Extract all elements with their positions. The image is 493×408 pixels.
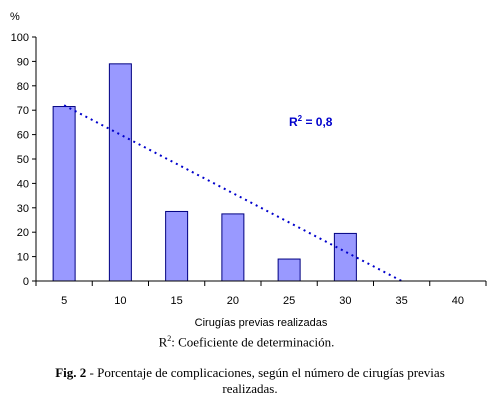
figure-caption-text: - Porcentaje de complicaciones, según el… <box>86 365 445 396</box>
y-tick-label: 50 <box>17 154 29 166</box>
r2-note-text: : Coeficiente de determinación. <box>171 334 335 350</box>
x-tick-label: 35 <box>396 295 408 307</box>
r2-note-sup: 2 <box>167 334 172 343</box>
r2-note: R2: Coeficiente de determinación. <box>0 334 493 350</box>
y-tick-label: 60 <box>17 130 29 142</box>
r2-label-main: R <box>289 115 298 129</box>
bar <box>277 258 301 282</box>
bar <box>221 213 245 282</box>
x-tick-label: 30 <box>339 295 351 307</box>
y-axis-label: % <box>10 11 20 23</box>
figure-caption-label: Fig. 2 <box>55 365 87 380</box>
y-tick-label: 40 <box>17 178 29 190</box>
x-axis-label: Cirugías previas realizadas <box>195 317 328 329</box>
r2-label-sup: 2 <box>298 114 303 123</box>
y-axis-ticks: 0 10 20 30 40 50 60 70 80 90 100 <box>11 32 36 288</box>
bar <box>108 63 132 282</box>
y-tick-label: 90 <box>17 56 29 68</box>
y-tick-label: 70 <box>17 105 29 117</box>
bar <box>165 210 189 282</box>
x-tick-label: 15 <box>171 295 183 307</box>
x-tick-label: 25 <box>283 295 295 307</box>
x-axis-ticks: 5 10 15 20 25 30 35 40 <box>35 281 487 307</box>
x-tick-label: 5 <box>61 295 67 307</box>
r2-label: R2 = 0,8 <box>289 114 333 129</box>
figure-caption: Fig. 2 - Porcentaje de complicaciones, s… <box>30 365 470 397</box>
x-tick-label: 10 <box>114 295 126 307</box>
y-tick-label: 0 <box>23 276 29 288</box>
r2-label-rest: = 0,8 <box>302 115 333 129</box>
bar <box>52 106 76 282</box>
x-tick-label: 20 <box>227 295 239 307</box>
y-tick-label: 20 <box>17 227 29 239</box>
y-tick-label: 30 <box>17 203 29 215</box>
bar <box>333 232 357 282</box>
y-tick-label: 100 <box>11 32 29 44</box>
y-tick-label: 80 <box>17 81 29 93</box>
y-tick-label: 10 <box>17 252 29 264</box>
x-tick-label: 40 <box>452 295 464 307</box>
chart: 0 10 20 30 40 50 60 70 80 90 100 5 10 15 20 25 30 35 40 %… <box>10 11 487 329</box>
r2-note-prefix: R <box>158 334 168 350</box>
bars <box>52 63 357 282</box>
